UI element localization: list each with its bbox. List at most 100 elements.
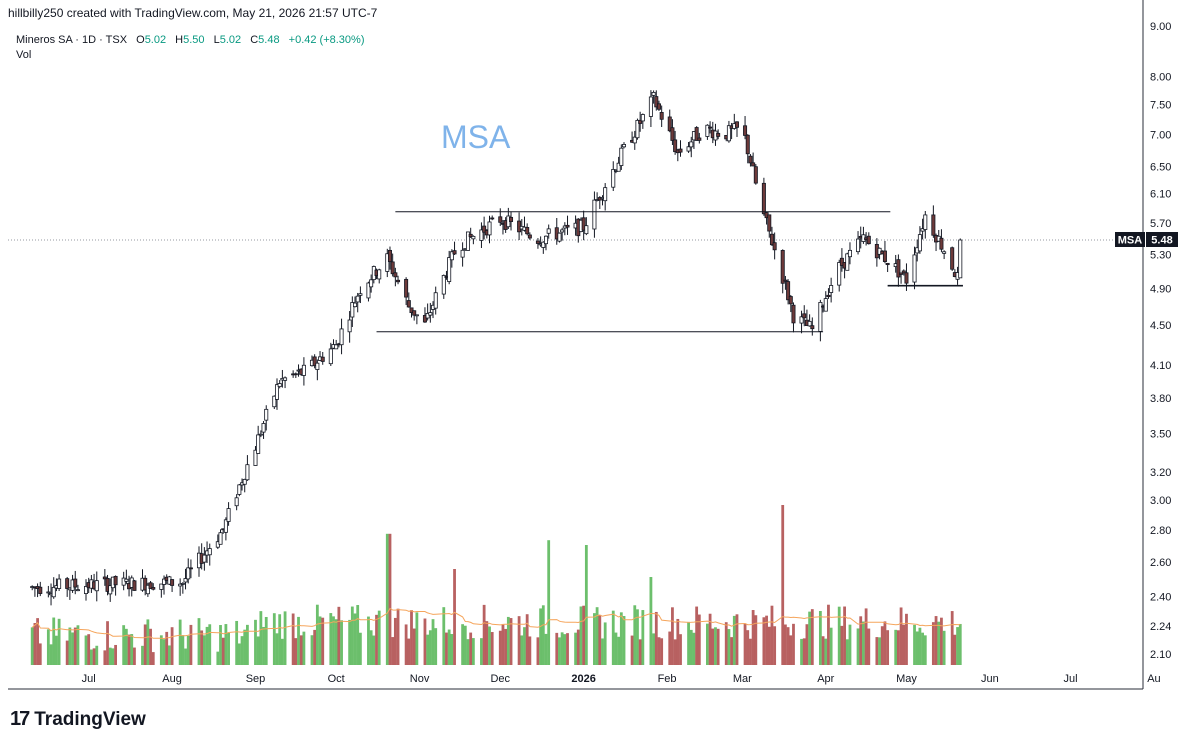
volume-bar	[867, 628, 871, 665]
candle-body	[46, 591, 51, 594]
volume-bar	[582, 605, 586, 665]
volume-bar	[652, 633, 655, 665]
volume-bar	[466, 639, 470, 665]
tradingview-logo[interactable]: 17 TradingView	[10, 708, 146, 731]
candle-body	[441, 275, 446, 295]
volume-bar	[30, 627, 34, 665]
candle-body	[866, 235, 871, 245]
candle-body	[465, 231, 470, 251]
legend: Mineros SA · 1D · TSX O5.02 H5.50 L5.02 …	[16, 33, 365, 63]
legend-high-label: H	[175, 34, 184, 46]
volume-bar	[601, 638, 604, 665]
volume-bar	[149, 628, 152, 665]
candle-body	[689, 141, 694, 148]
candle-body	[188, 567, 193, 570]
volume-bar	[469, 632, 473, 665]
volume-bar	[235, 620, 239, 665]
volume-bar	[162, 639, 166, 665]
volume-bar	[259, 611, 263, 665]
volume-bar	[856, 628, 860, 665]
candle-body	[584, 225, 589, 235]
volume-bar	[372, 635, 376, 665]
candle-body	[377, 269, 382, 280]
candle-body	[694, 127, 699, 141]
candle-body	[667, 116, 672, 132]
volume-bar	[934, 616, 938, 665]
candle-body	[535, 240, 540, 244]
candle-body	[783, 279, 788, 282]
candle-body	[38, 586, 43, 594]
volume-bar	[200, 630, 204, 665]
volume-bar	[393, 617, 397, 665]
legend-volume-label[interactable]: Vol	[16, 49, 32, 61]
candle-body	[312, 356, 317, 367]
volume-bar	[773, 626, 777, 665]
volume-bar	[87, 634, 91, 665]
candle-body	[145, 584, 150, 595]
volume-bar	[89, 649, 93, 665]
volume-bar	[254, 619, 257, 665]
price-axis[interactable]: 9.00 8.00 7.50 7.00 6.50 6.10 5.70 5.30 4.90 4.50…	[1150, 21, 1171, 661]
candle-body	[802, 313, 807, 319]
candles	[30, 90, 963, 606]
price-tag-value-bg	[1146, 232, 1178, 247]
volume-bar	[517, 616, 521, 665]
volume-bar	[862, 621, 865, 665]
legend-symbol[interactable]: Mineros SA · 1D · TSX	[16, 34, 128, 46]
volume-bar	[38, 643, 42, 665]
time-tick-label: Aug	[162, 673, 182, 685]
volume-bar	[197, 618, 201, 665]
volume-bar	[498, 630, 502, 665]
time-axis[interactable]: Jul Aug Sep Oct Nov Dec 2026 Feb Mar Apr May Jun Jul…	[82, 673, 1161, 685]
price-tag-symbol: MSA	[1118, 235, 1143, 247]
volume-bar	[735, 614, 739, 665]
candle-body	[592, 199, 597, 230]
candle-body	[622, 144, 627, 148]
candle-body	[180, 582, 185, 585]
candle-body	[931, 214, 936, 236]
volume-bar	[189, 624, 193, 665]
candle-body	[498, 216, 503, 223]
volume-bar	[256, 636, 260, 665]
msa-annotation[interactable]: MSA	[441, 119, 511, 155]
candle-body	[581, 217, 586, 231]
time-tick-label: May	[896, 673, 917, 685]
candle-body	[385, 253, 390, 272]
volume-bar	[789, 635, 793, 665]
candle-body	[366, 282, 371, 299]
tradingview-logo-text: TradingView	[34, 708, 146, 730]
volume-bar	[165, 631, 169, 665]
volume-bar	[92, 648, 96, 665]
candle-body	[743, 125, 748, 136]
price-tick-label: 5.70	[1150, 218, 1171, 230]
candle-body	[406, 300, 411, 308]
volume-bar	[727, 629, 731, 665]
candle-body	[616, 162, 621, 172]
volume-bar	[894, 629, 898, 665]
volume-bar	[111, 648, 115, 665]
volume-bar	[348, 619, 352, 665]
candle-body	[490, 217, 495, 220]
volume-bar	[539, 608, 543, 665]
trend-lines[interactable]	[376, 211, 963, 333]
candle-body	[226, 508, 231, 522]
volume-bar	[76, 625, 80, 665]
candle-body	[433, 292, 438, 309]
candle-body	[447, 257, 452, 282]
volume-bar	[913, 624, 916, 665]
candle-body	[557, 232, 562, 242]
volume-bar	[558, 637, 561, 665]
volume-bar	[595, 607, 599, 665]
price-tag-value: 5.48	[1151, 235, 1172, 247]
volume-bar	[544, 633, 548, 665]
volume-bar	[821, 636, 825, 665]
candle-body	[84, 586, 89, 594]
legend-symbol-row: Mineros SA · 1D · TSX O5.02 H5.50 L5.02 …	[16, 33, 365, 48]
volume-bar	[767, 626, 771, 665]
volume-bar	[127, 634, 131, 665]
volume-bar	[706, 623, 709, 665]
volume-bar	[902, 624, 906, 665]
volume-bar	[367, 616, 370, 665]
volume-bar	[434, 628, 438, 665]
